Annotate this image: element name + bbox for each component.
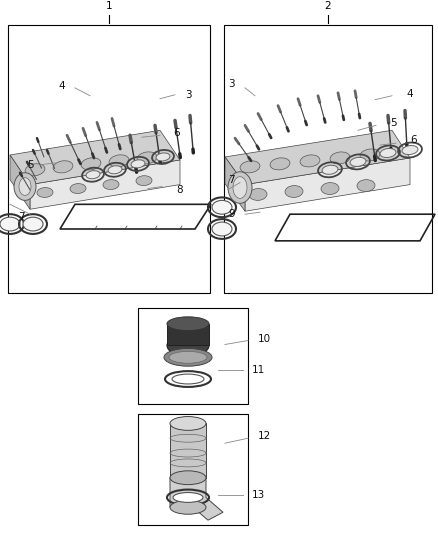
Text: 7: 7 [18,212,25,222]
Text: 3: 3 [185,90,192,100]
Ellipse shape [19,177,31,196]
Ellipse shape [357,180,375,191]
Text: 9: 9 [228,209,235,219]
Polygon shape [10,130,180,184]
Text: 3: 3 [228,79,235,89]
Bar [138,414,248,525]
Ellipse shape [81,158,101,170]
Ellipse shape [212,222,232,236]
Ellipse shape [53,161,73,173]
Text: 12: 12 [258,431,271,441]
Ellipse shape [137,152,157,164]
Ellipse shape [164,349,212,366]
Text: 2: 2 [325,1,331,11]
Polygon shape [225,157,245,211]
Ellipse shape [23,217,43,231]
Ellipse shape [212,200,232,214]
Polygon shape [10,155,30,209]
Ellipse shape [0,217,20,231]
Ellipse shape [103,180,119,190]
Text: 5: 5 [390,118,397,128]
Bar [170,423,206,478]
Ellipse shape [322,165,338,174]
Text: 10: 10 [258,334,271,344]
Text: 5: 5 [27,160,34,170]
Bar [8,25,210,293]
Ellipse shape [167,317,209,330]
Ellipse shape [228,172,252,203]
Ellipse shape [170,416,206,430]
Ellipse shape [169,351,207,363]
Text: 4: 4 [406,89,413,99]
Ellipse shape [156,153,170,161]
Polygon shape [225,130,410,184]
Ellipse shape [70,183,86,193]
Ellipse shape [173,492,203,503]
Text: 11: 11 [252,365,265,375]
Bar [138,308,248,403]
Ellipse shape [167,335,209,357]
Ellipse shape [380,149,396,158]
Ellipse shape [109,155,129,167]
Text: 6: 6 [173,128,180,138]
Ellipse shape [360,149,380,161]
Ellipse shape [172,374,204,384]
Polygon shape [245,158,410,211]
Ellipse shape [37,188,53,197]
Text: 6: 6 [410,135,417,145]
Ellipse shape [170,500,206,514]
Ellipse shape [321,183,339,195]
Text: 7: 7 [228,175,235,184]
Ellipse shape [330,152,350,164]
Ellipse shape [25,164,45,176]
Ellipse shape [300,155,320,167]
Ellipse shape [240,161,260,173]
Bar [224,25,432,293]
Polygon shape [170,478,223,520]
Text: 4: 4 [58,81,65,91]
Bar [167,324,209,345]
Ellipse shape [131,160,145,168]
Ellipse shape [249,189,267,200]
Ellipse shape [350,157,366,166]
Ellipse shape [86,171,100,179]
Ellipse shape [170,471,206,484]
Text: 13: 13 [252,490,265,500]
Text: 1: 1 [106,1,112,11]
Ellipse shape [402,146,418,155]
Ellipse shape [14,173,36,200]
Text: 8: 8 [176,184,183,195]
Ellipse shape [233,176,247,198]
Ellipse shape [108,166,122,174]
Ellipse shape [285,185,303,197]
Ellipse shape [136,176,152,185]
Ellipse shape [270,158,290,170]
Polygon shape [30,160,180,209]
